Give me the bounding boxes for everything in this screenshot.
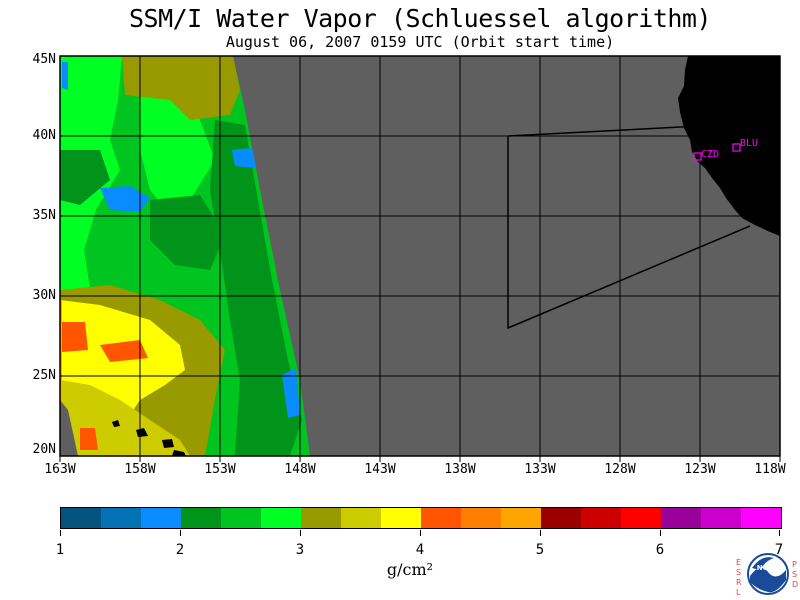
land-mass bbox=[678, 56, 780, 236]
station-label: CZD bbox=[701, 149, 719, 160]
colorbar-tick bbox=[540, 530, 541, 536]
vapor-band-orange-red bbox=[100, 340, 148, 362]
lon-label: 128W bbox=[604, 462, 636, 477]
lon-label: 143W bbox=[364, 462, 396, 477]
station-marker-icon bbox=[693, 152, 702, 161]
colorbar-tick bbox=[60, 530, 61, 536]
map-subtitle: August 06, 2007 0159 UTC (Orbit start ti… bbox=[225, 33, 615, 51]
colorbar-swatch bbox=[461, 508, 501, 528]
colorbar-swatch bbox=[541, 508, 581, 528]
colorbar-swatch bbox=[261, 508, 301, 528]
colorbar-swatch bbox=[381, 508, 421, 528]
colorbar-label: 7 bbox=[774, 542, 784, 558]
colorbar-tick bbox=[420, 530, 421, 536]
station-blu: BLU bbox=[732, 138, 758, 152]
station-label: BLU bbox=[740, 138, 758, 149]
vapor-band-dark-green bbox=[60, 150, 110, 205]
colorbar-swatch bbox=[341, 508, 381, 528]
lat-label: 45N bbox=[32, 52, 56, 67]
colorbar-tick bbox=[300, 530, 301, 536]
colorbar-tick bbox=[180, 530, 181, 536]
no-data-corner bbox=[60, 400, 78, 456]
lon-label: 133W bbox=[524, 462, 556, 477]
colorbar-label: 4 bbox=[415, 542, 425, 558]
station-czd: CZD bbox=[693, 149, 719, 161]
vapor-band-dark-green bbox=[210, 120, 302, 456]
logo-text: NOAA bbox=[757, 564, 780, 572]
colorbar-units: g/cm² bbox=[386, 560, 434, 579]
vapor-band-orange-red bbox=[80, 428, 98, 450]
logo-letters-text: ESRL bbox=[736, 558, 742, 597]
colorbar-swatch bbox=[221, 508, 261, 528]
axis-ticks bbox=[59, 456, 781, 462]
lon-label: 163W bbox=[44, 462, 76, 477]
vapor-band-orange-red bbox=[62, 322, 88, 352]
grid bbox=[60, 56, 780, 456]
colorbar-swatch bbox=[181, 508, 221, 528]
map-frame bbox=[59, 55, 781, 457]
water-vapor-field bbox=[60, 56, 310, 456]
station-marker-icon bbox=[732, 143, 741, 152]
lat-label: 20N bbox=[32, 442, 56, 457]
colorbar bbox=[60, 507, 782, 529]
colorbar-swatch bbox=[421, 508, 461, 528]
lat-label: 30N bbox=[32, 288, 56, 303]
lon-label: 153W bbox=[204, 462, 236, 477]
colorbar-tick bbox=[660, 530, 661, 536]
lon-label: 158W bbox=[124, 462, 156, 477]
vapor-band-blue bbox=[232, 148, 256, 168]
colorbar-swatch bbox=[101, 508, 141, 528]
colorbar-tick bbox=[779, 530, 780, 536]
lon-label: 118W bbox=[754, 462, 786, 477]
island bbox=[162, 439, 174, 448]
map-title: SSM/I Water Vapor (Schluessel algorithm) bbox=[128, 4, 712, 33]
noaa-emblem-icon: NOAA bbox=[747, 553, 789, 595]
vapor-band-blue bbox=[100, 186, 150, 212]
colorbar-swatch bbox=[141, 508, 181, 528]
colorbar-swatch bbox=[701, 508, 741, 528]
logo-right-letters: PSD bbox=[792, 560, 800, 590]
colorbar-label: 6 bbox=[655, 542, 665, 558]
colorbar-label: 2 bbox=[175, 542, 185, 558]
colorbar-swatch bbox=[621, 508, 661, 528]
logo-letters-text: PSD bbox=[792, 560, 799, 589]
colorbar-swatch bbox=[741, 508, 781, 528]
colorbar-swatch bbox=[661, 508, 701, 528]
island bbox=[112, 420, 120, 427]
lat-label: 35N bbox=[32, 208, 56, 223]
lon-label: 148W bbox=[284, 462, 316, 477]
island bbox=[136, 428, 148, 437]
colorbar-label: 3 bbox=[295, 542, 305, 558]
lon-label: 138W bbox=[444, 462, 476, 477]
colorbar-label: 1 bbox=[55, 542, 65, 558]
vapor-band-blue bbox=[62, 62, 68, 90]
vapor-band-dark-green bbox=[150, 195, 225, 270]
colorbar-swatch bbox=[301, 508, 341, 528]
vapor-band-olive bbox=[122, 56, 240, 120]
colorbar-label: 5 bbox=[535, 542, 545, 558]
island bbox=[172, 450, 186, 456]
noaa-logo: ESRL NOAA PSD bbox=[732, 548, 800, 600]
lat-label: 40N bbox=[32, 128, 56, 143]
colorbar-swatch bbox=[581, 508, 621, 528]
lat-label: 25N bbox=[32, 368, 56, 383]
lon-label: 123W bbox=[684, 462, 716, 477]
region-outline bbox=[507, 136, 751, 330]
logo-left-letters: ESRL bbox=[736, 558, 744, 598]
vapor-band-blue bbox=[282, 368, 300, 418]
colorbar-swatch bbox=[501, 508, 541, 528]
colorbar-swatch bbox=[61, 508, 101, 528]
